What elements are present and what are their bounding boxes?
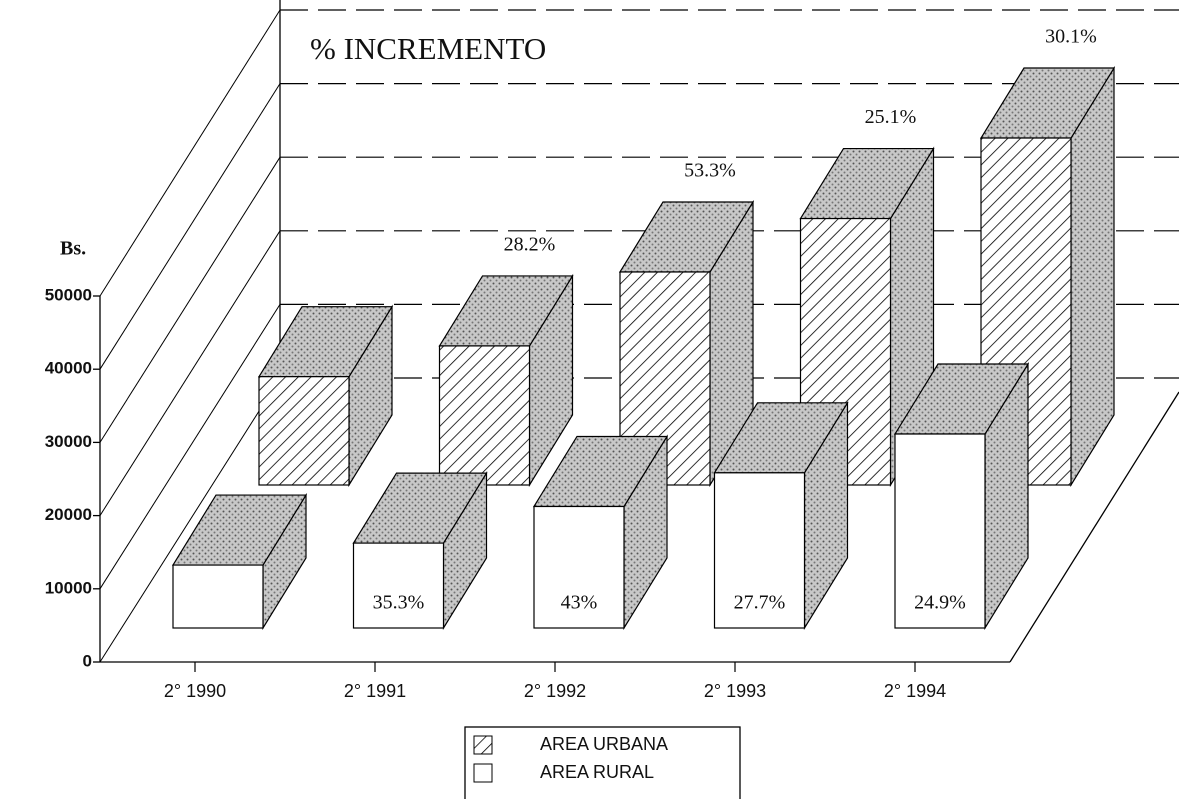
y-axis-label: Bs. [60, 238, 86, 260]
bar-box [171, 492, 308, 631]
bar-box [257, 304, 394, 488]
bar-side [1070, 65, 1115, 488]
x-tick-label: 2° 1994 [884, 681, 946, 701]
y-tick-label: 10000 [45, 578, 92, 597]
legend-swatch [473, 735, 493, 755]
legend-label: AREA URBANA [540, 734, 668, 754]
increment-label: 27.7% [734, 592, 786, 614]
grid-line [99, 83, 281, 370]
bar [172, 564, 264, 629]
bar [258, 376, 350, 486]
chart-title: % INCREMENTO [310, 31, 546, 66]
bar-box [799, 146, 935, 488]
y-tick-label: 30000 [45, 432, 92, 451]
legend-label: AREA RURAL [540, 762, 654, 782]
bar-box [352, 470, 488, 631]
x-tick-label: 2° 1993 [704, 681, 766, 701]
bar-box [893, 361, 1030, 631]
x-tick-label: 2° 1990 [164, 681, 226, 701]
x-tick-label: 2° 1992 [524, 681, 586, 701]
bar [352, 542, 445, 629]
grid-line [99, 230, 281, 516]
increment-label: 35.3% [373, 592, 425, 614]
bar-box [713, 400, 849, 631]
increment-label: 30.1% [1045, 26, 1097, 48]
grid-line [99, 156, 281, 443]
increment-label: 43% [561, 592, 598, 614]
bar [894, 433, 986, 629]
y-tick-label: 20000 [45, 505, 92, 524]
x-tick-label: 2° 1991 [344, 681, 406, 701]
grid-line [99, 377, 281, 663]
bar [713, 472, 806, 629]
grid-line [99, 304, 281, 590]
legend [464, 726, 741, 799]
bar [533, 505, 625, 629]
y-tick-label: 40000 [45, 359, 92, 378]
increment-label: 25.1% [865, 106, 917, 128]
legend-swatch [473, 763, 493, 783]
bar [438, 345, 531, 486]
increment-label: 28.2% [504, 234, 556, 256]
bar-box [532, 434, 669, 631]
y-tick-label: 0 [83, 651, 92, 670]
increment-label: 24.9% [914, 592, 966, 614]
increment-label: 53.3% [684, 160, 736, 182]
grid-line [99, 9, 281, 297]
y-tick-label: 50000 [45, 285, 92, 304]
bar-box [438, 273, 574, 488]
